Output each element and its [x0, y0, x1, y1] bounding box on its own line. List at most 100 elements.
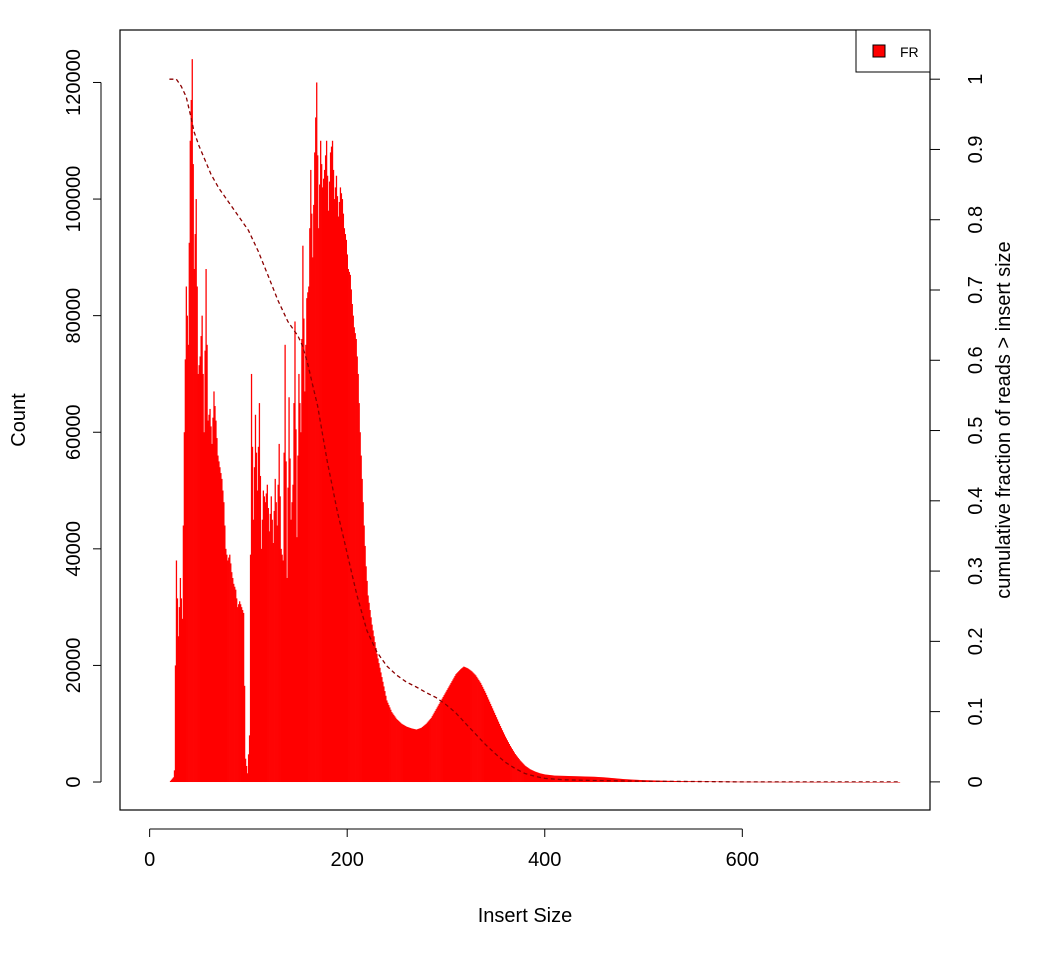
histogram-bar	[477, 678, 479, 783]
histogram-bar	[490, 706, 493, 783]
histogram-bar	[189, 140, 191, 783]
histogram-bar	[584, 776, 587, 783]
histogram-bar	[600, 777, 602, 783]
histogram-bar	[724, 781, 726, 783]
histogram-bar	[406, 726, 409, 783]
histogram-bar	[431, 716, 433, 783]
histogram-bar	[673, 780, 675, 783]
histogram-bar	[694, 781, 696, 783]
histogram-bar	[566, 775, 569, 783]
histogram-bar	[708, 781, 710, 783]
histogram-bar	[394, 716, 396, 783]
histogram-bar	[254, 414, 257, 783]
histogram-bar	[369, 610, 371, 783]
histogram-bar	[329, 152, 332, 783]
histogram-bar	[183, 432, 186, 783]
histogram-bar	[179, 577, 182, 783]
histogram-bar	[668, 780, 671, 783]
histogram-bar	[511, 749, 513, 783]
histogram-bar	[383, 686, 385, 783]
histogram-bar	[280, 548, 282, 783]
histogram-bar	[515, 755, 517, 783]
histogram-bar	[346, 254, 348, 783]
histogram-bar	[399, 721, 401, 783]
histogram-bar	[604, 777, 606, 783]
histogram-bar	[737, 781, 740, 783]
histogram-bar	[878, 781, 880, 783]
histogram-bar	[484, 692, 487, 783]
histogram-bar	[223, 502, 225, 783]
histogram-bar	[848, 781, 850, 783]
y-tick-label: 40000	[63, 521, 85, 577]
histogram-bar	[469, 669, 471, 783]
histogram-bar	[458, 671, 460, 783]
histogram-bar	[471, 671, 473, 783]
histogram-bar	[261, 519, 264, 783]
histogram-bar	[393, 714, 395, 783]
histogram-bar	[646, 780, 649, 783]
histogram-bar	[171, 778, 174, 783]
histogram-bar	[438, 703, 440, 783]
histogram-bar	[266, 484, 268, 783]
histogram-bar	[491, 708, 494, 783]
histogram-bar	[411, 728, 414, 783]
histogram-bar	[681, 781, 683, 783]
histogram-bar	[385, 695, 387, 783]
histogram-bar	[295, 429, 297, 783]
histogram-bar	[456, 673, 458, 783]
histogram-bar	[314, 152, 316, 783]
histogram-bar	[204, 350, 206, 783]
histogram-bar	[172, 777, 175, 783]
histogram-bar	[766, 781, 768, 783]
y2-tick-label: 0.4	[965, 487, 987, 515]
histogram-bar	[199, 356, 201, 783]
histogram-bar	[582, 776, 585, 783]
histogram-bar	[510, 747, 512, 783]
legend-box	[855, 29, 931, 73]
histogram-bar	[289, 458, 291, 783]
histogram-bar	[638, 779, 640, 783]
histogram-bar	[585, 776, 588, 783]
histogram-bar	[892, 782, 895, 783]
histogram-bar	[472, 672, 474, 783]
histogram-bar	[487, 699, 490, 783]
histogram-bar	[659, 780, 662, 783]
histogram-bar	[208, 414, 210, 783]
histogram-bar	[291, 502, 293, 783]
histogram-bar	[897, 782, 900, 783]
histogram-bar	[341, 199, 344, 783]
histogram-bar	[521, 762, 523, 783]
histogram-bar	[239, 601, 241, 783]
histogram-bar	[299, 403, 301, 783]
histogram-bar	[334, 187, 337, 783]
histogram-bar	[435, 709, 437, 783]
histogram-bar	[561, 775, 563, 783]
histogram-bar	[177, 636, 180, 783]
histogram-bar	[573, 776, 576, 783]
histogram-bar	[886, 782, 888, 783]
histogram-bar	[219, 467, 221, 783]
histogram-bar	[454, 675, 456, 783]
histogram-bar	[608, 777, 610, 783]
histogram-bar	[206, 344, 208, 783]
x-tick-label: 200	[331, 849, 364, 871]
histogram-bar	[703, 781, 705, 783]
histogram-bar	[241, 607, 243, 783]
y-tick-label: 120000	[63, 49, 85, 116]
histogram-bar	[202, 373, 204, 783]
histogram-bar	[235, 589, 237, 783]
histogram-bar	[430, 717, 432, 783]
histogram-bar	[379, 667, 381, 783]
histogram-bar	[432, 714, 434, 783]
histogram-bar	[220, 473, 222, 783]
histogram-bar	[336, 196, 339, 783]
histogram-bar	[772, 781, 774, 783]
histogram-bar	[397, 719, 399, 783]
histogram-bar	[779, 781, 781, 783]
histogram-bar	[484, 690, 486, 783]
histogram-bar	[554, 775, 556, 783]
histogram-bar	[808, 781, 811, 783]
histogram-bar	[496, 719, 499, 783]
histogram-bar	[593, 776, 595, 783]
histogram-bar	[605, 777, 607, 783]
